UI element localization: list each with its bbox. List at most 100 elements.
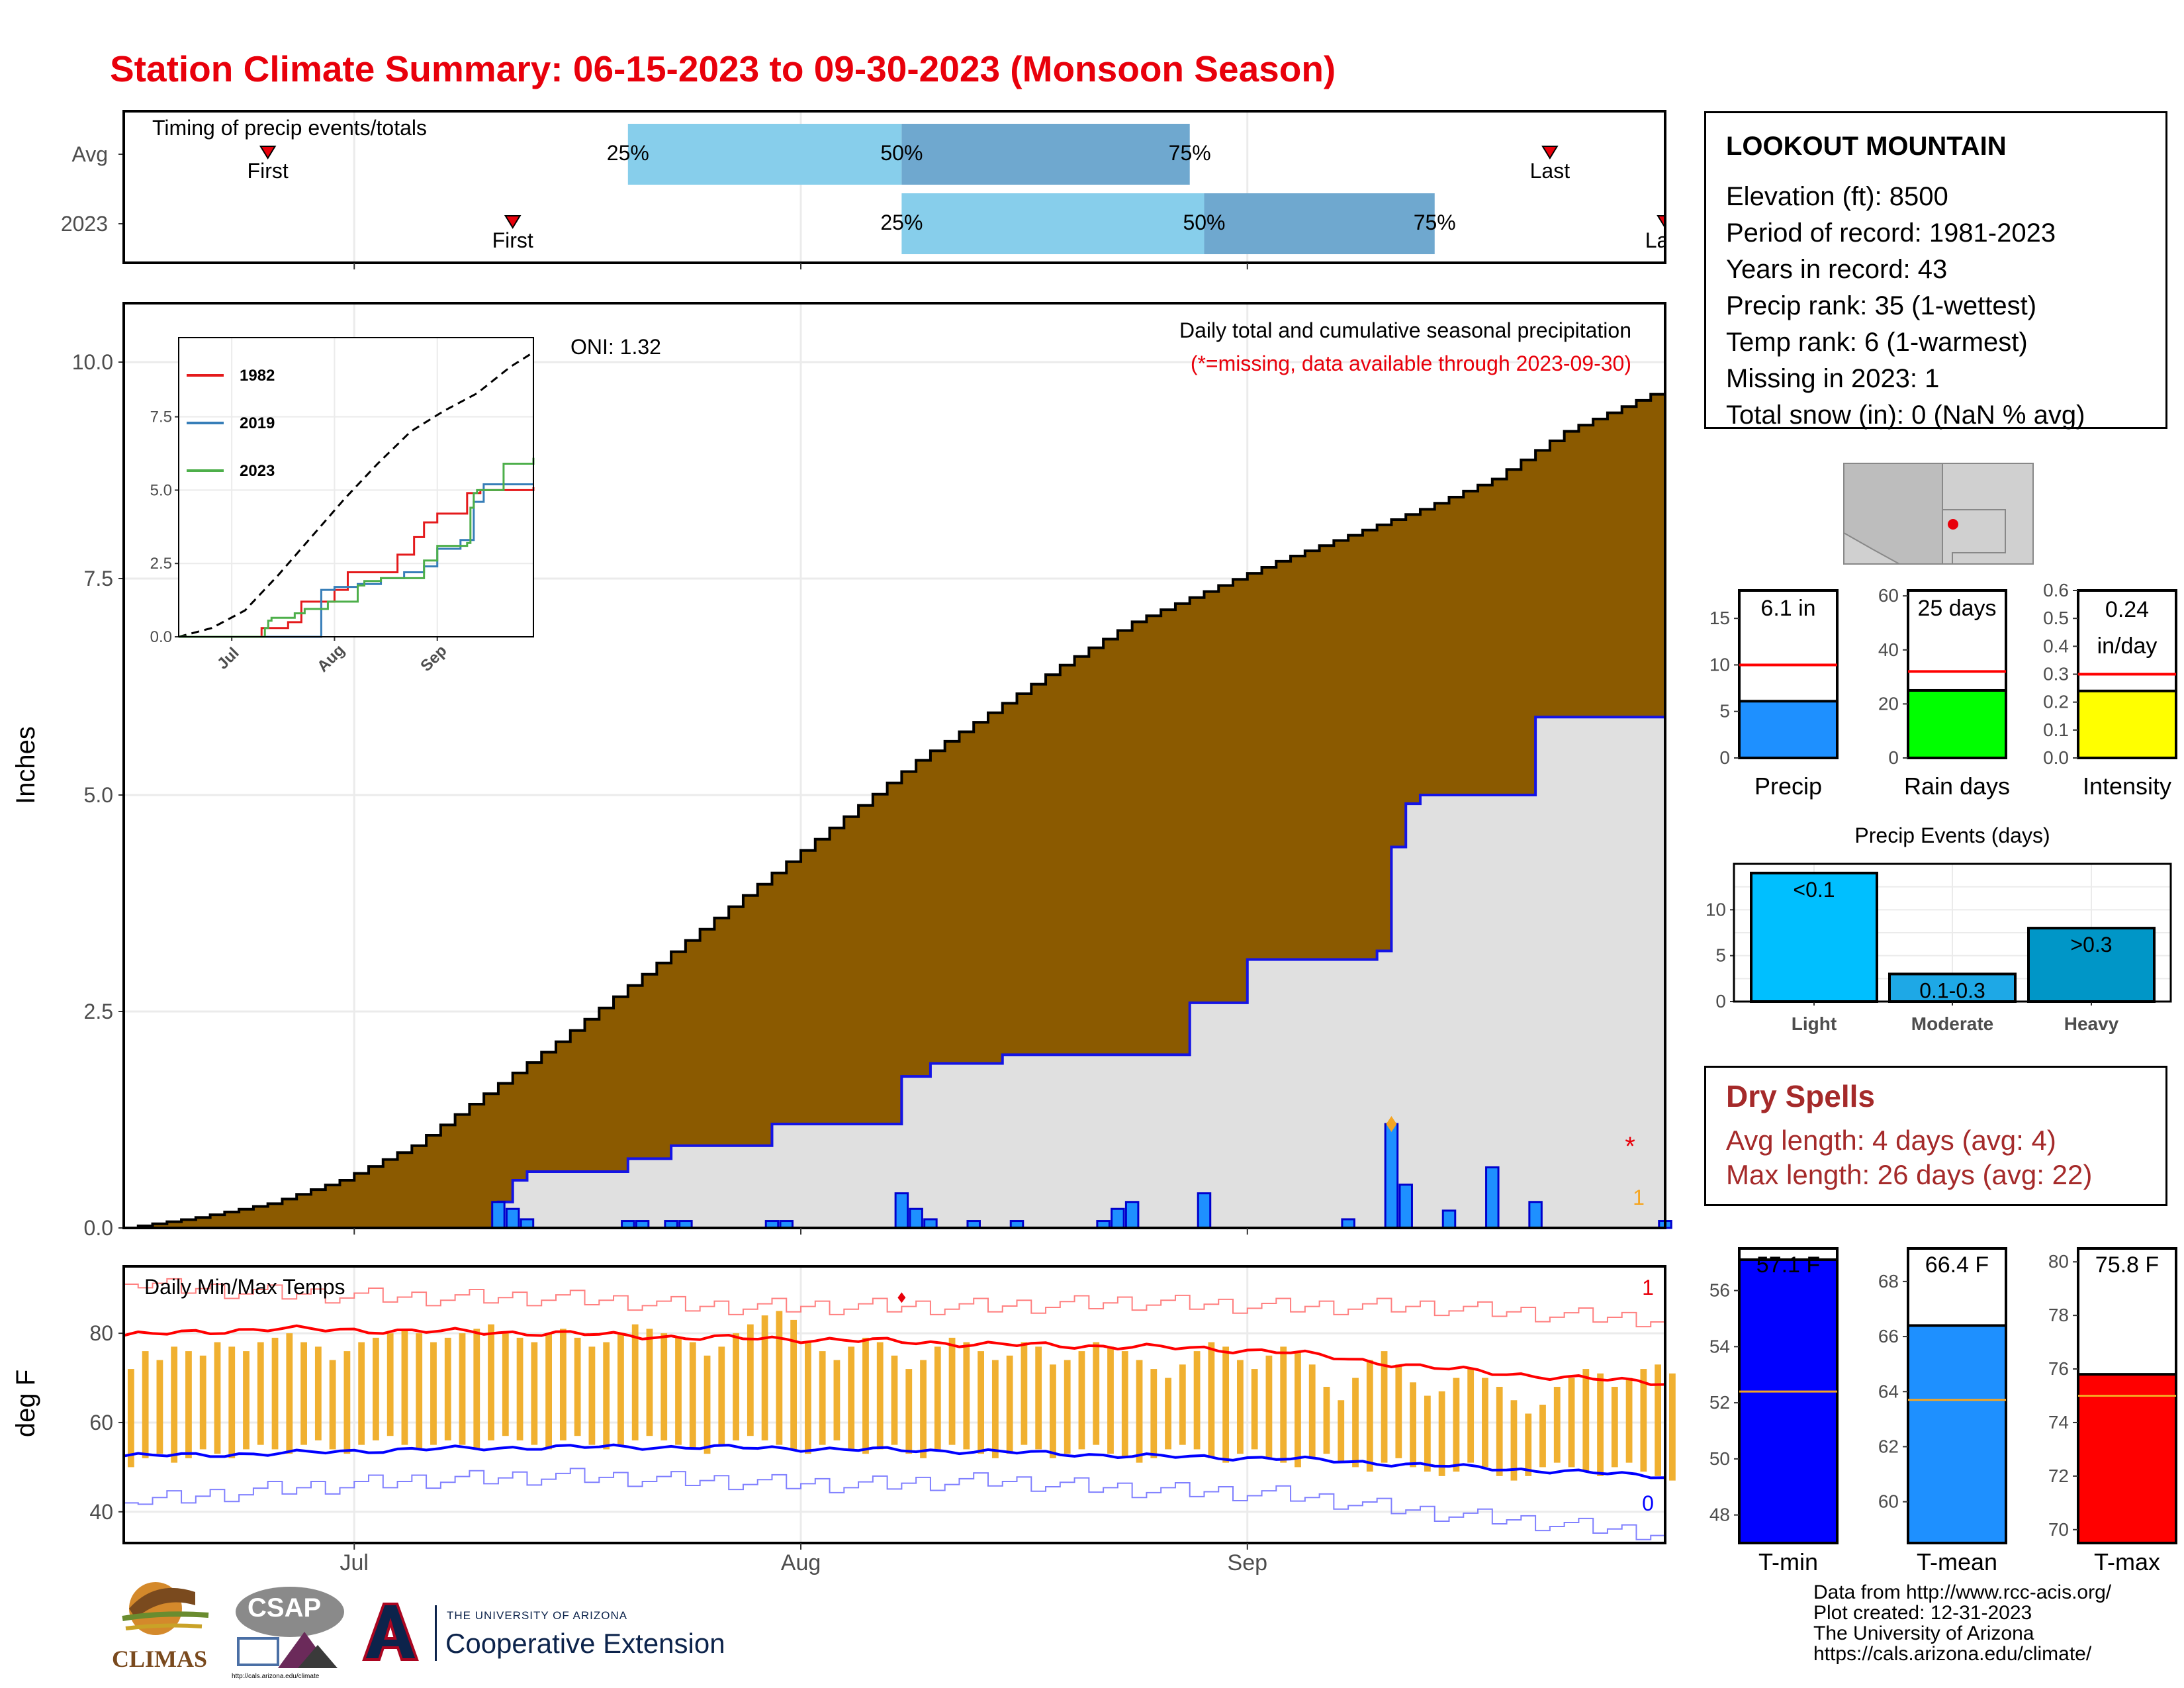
intensity-value-label: 0.24 bbox=[2105, 597, 2149, 622]
timing-bar-25-50 bbox=[627, 124, 902, 185]
precip-events-title: Precip Events (days) bbox=[1854, 823, 2050, 847]
daily-precip-bar bbox=[1384, 1123, 1399, 1229]
daily-temp-bar bbox=[516, 1337, 523, 1440]
daily-temp-bar bbox=[718, 1346, 725, 1445]
timing-first-label: First bbox=[248, 159, 289, 183]
precip-ytick-label: 0.0 bbox=[84, 1216, 113, 1240]
climas-logo-text: CLIMAS bbox=[112, 1646, 208, 1672]
precip-subtitle: (*=missing, data available through 2023-… bbox=[1191, 352, 1631, 375]
timing-pct-75: 75% bbox=[1169, 141, 1211, 165]
csap-logo-text: CSAP bbox=[248, 1593, 322, 1622]
t-max-ytick-label: 70 bbox=[2048, 1519, 2069, 1540]
daily-temp-bar bbox=[1611, 1387, 1618, 1468]
climas-logo-art bbox=[122, 1582, 209, 1635]
daily-temp-bar bbox=[243, 1351, 250, 1450]
daily-temp-bar bbox=[920, 1360, 927, 1458]
credit-data-source: Data from http://www.rcc-acis.org/ bbox=[1813, 1581, 2112, 1603]
temp-ytick-label: 40 bbox=[89, 1500, 113, 1524]
t-min-bar bbox=[1738, 1258, 1839, 1544]
daily-temp-bar bbox=[689, 1342, 696, 1450]
daily-temp-bar bbox=[214, 1342, 221, 1454]
t-max-ytick-label: 72 bbox=[2048, 1466, 2069, 1486]
observed-cumulative-area bbox=[124, 700, 1665, 1228]
dry-spells-avg: Avg length: 4 days (avg: 4) bbox=[1726, 1125, 2056, 1156]
daily-temp-bar bbox=[459, 1333, 466, 1445]
daily-temp-bar bbox=[314, 1346, 322, 1440]
daily-temp-bar bbox=[1006, 1355, 1013, 1454]
daily-temp-bar bbox=[675, 1337, 682, 1445]
rain-days-ytick-label: 60 bbox=[1878, 585, 1899, 606]
avg-max-line bbox=[123, 1324, 1666, 1386]
daily-temp-bar bbox=[978, 1351, 984, 1454]
daily-temp-bar bbox=[156, 1360, 163, 1454]
daily-temp-bar bbox=[1150, 1369, 1158, 1458]
daily-precip-bar bbox=[894, 1192, 909, 1229]
daily-temp-bar bbox=[1582, 1369, 1590, 1472]
intensity-ytick-label: 0.0 bbox=[2043, 747, 2069, 768]
station-temp-rank: Temp rank: 6 (1-warmest) bbox=[1726, 328, 2028, 357]
daily-temp-bar bbox=[1323, 1387, 1330, 1454]
daily-temp-bar bbox=[833, 1360, 841, 1440]
daily-temp-bar bbox=[747, 1324, 754, 1436]
station-period: Period of record: 1981-2023 bbox=[1726, 218, 2056, 248]
precip-ytick-label: 2.5 bbox=[84, 1000, 113, 1023]
precip-total-category-label: Precip bbox=[1754, 773, 1822, 800]
inset-legend-label: 2023 bbox=[240, 462, 275, 480]
rain-days-ytick-label: 40 bbox=[1878, 639, 1899, 660]
map-border bbox=[1942, 463, 2006, 565]
daily-temp-bar bbox=[286, 1333, 293, 1454]
record-high-count: 1 bbox=[1642, 1276, 1654, 1299]
rain-days-value-label: 25 days bbox=[1917, 596, 1996, 621]
inset-border bbox=[178, 337, 534, 637]
credit-plot-created: Plot created: 12-31-2023 bbox=[1813, 1602, 2032, 1624]
daily-temp-bar bbox=[1064, 1360, 1071, 1454]
daily-temp-bar bbox=[848, 1346, 855, 1450]
station-missing: Missing in 2023: 1 bbox=[1726, 364, 1940, 393]
intensity-ytick-label: 0.4 bbox=[2043, 635, 2069, 656]
daily-precip-bar bbox=[1528, 1201, 1543, 1229]
oni-label: ONI: 1.32 bbox=[570, 335, 661, 359]
t-mean-ytick-label: 66 bbox=[1878, 1326, 1899, 1346]
daily-precip-bar bbox=[1398, 1184, 1413, 1229]
daily-temp-bar bbox=[416, 1333, 423, 1450]
precip-title: Daily total and cumulative seasonal prec… bbox=[1179, 318, 1631, 342]
t-mean-ytick-label: 60 bbox=[1878, 1491, 1899, 1512]
precip-events-bar-label: >0.3 bbox=[2070, 933, 2112, 957]
t-max-bar bbox=[2077, 1373, 2177, 1545]
daily-precip-bar bbox=[1111, 1207, 1125, 1229]
rain-days-ytick-label: 20 bbox=[1878, 693, 1899, 714]
daily-temp-bar bbox=[300, 1342, 307, 1445]
station-snow: Total snow (in): 0 (NaN % avg) bbox=[1726, 400, 2085, 430]
precip-events-category: Moderate bbox=[1911, 1013, 1993, 1034]
precip-total-ytick-label: 0 bbox=[1719, 747, 1730, 768]
daily-temp-bar bbox=[991, 1360, 999, 1458]
t-mean-ytick-label: 68 bbox=[1878, 1271, 1899, 1291]
daily-temp-bar bbox=[1251, 1369, 1258, 1450]
daily-temp-bar bbox=[1265, 1355, 1273, 1458]
dry-spells-box: Dry Spells Avg length: 4 days (avg: 4) M… bbox=[1704, 1066, 2167, 1206]
daily-temp-bar bbox=[1222, 1346, 1230, 1463]
daily-temp-bar bbox=[1280, 1346, 1287, 1463]
t-max-value-label: 75.8 F bbox=[2095, 1252, 2159, 1278]
precip-events-category: Light bbox=[1792, 1013, 1837, 1034]
station-info-box: LOOKOUT MOUNTAIN Elevation (ft): 8500 Pe… bbox=[1704, 111, 2167, 430]
temp-xtick-label: Jul bbox=[340, 1550, 369, 1575]
daily-precip-bar bbox=[1441, 1209, 1457, 1229]
timing-pct-25: 25% bbox=[607, 141, 649, 165]
station-elevation: Elevation (ft): 8500 bbox=[1726, 182, 1948, 211]
daily-temp-bar bbox=[1482, 1378, 1488, 1468]
daily-temp-bar bbox=[862, 1337, 869, 1454]
record-max-line bbox=[124, 1278, 1666, 1328]
daily-temp-bar bbox=[559, 1329, 567, 1440]
ua-a-icon bbox=[362, 1603, 419, 1661]
inset-ytick-label: 2.5 bbox=[150, 555, 172, 573]
daily-temp-bar bbox=[430, 1342, 437, 1445]
daily-temp-bar bbox=[1078, 1351, 1085, 1450]
daily-temp-bar bbox=[1395, 1364, 1402, 1458]
daily-temp-bar bbox=[1121, 1351, 1128, 1458]
intensity-value-label2: in/day bbox=[2097, 633, 2158, 659]
ua-big-text: Cooperative Extension bbox=[445, 1628, 725, 1659]
daily-temp-bar bbox=[473, 1329, 480, 1450]
daily-temp-bar bbox=[1553, 1387, 1561, 1463]
